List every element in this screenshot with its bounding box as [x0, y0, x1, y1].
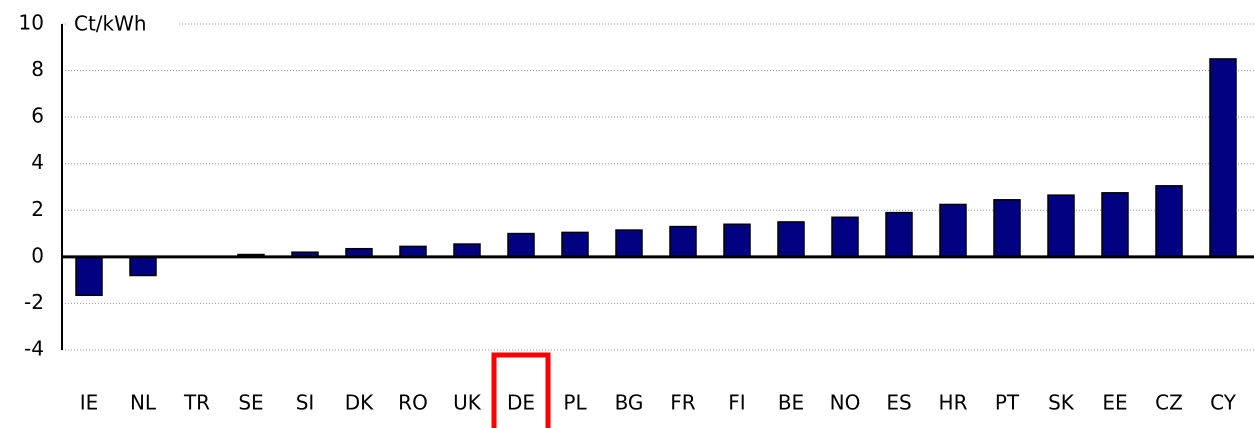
bar: [507, 232, 535, 258]
x-tick-label: RO: [398, 391, 428, 415]
bar: [669, 225, 697, 258]
y-tick-label: 2: [31, 197, 44, 221]
bar: [129, 256, 157, 277]
bar: [885, 211, 913, 258]
y-tick-label: -2: [24, 290, 44, 314]
bar: [1101, 192, 1129, 258]
y-tick-label: 6: [31, 104, 44, 128]
bar: [615, 229, 643, 258]
x-tick-label: HR: [939, 391, 968, 415]
x-tick-label: FI: [728, 391, 745, 415]
x-tick-label: UK: [453, 391, 482, 415]
y-tick-label: 0: [31, 243, 44, 267]
bar: [75, 256, 103, 297]
x-tick-label: PT: [995, 391, 1020, 415]
y-tick-label: -4: [24, 337, 44, 361]
x-tick-label: EE: [1102, 391, 1127, 415]
bar: [1209, 58, 1237, 258]
x-tick-label: TR: [183, 391, 210, 415]
x-tick-label: ES: [886, 391, 911, 415]
bar: [561, 231, 589, 258]
x-tick-label: DK: [345, 391, 374, 415]
bar: [723, 223, 751, 258]
x-tick-label: IE: [80, 391, 99, 415]
x-tick-label: SI: [296, 391, 315, 415]
bar: [939, 203, 967, 258]
bar: [1155, 185, 1183, 258]
x-tick-label: NO: [830, 391, 861, 415]
x-tick-label: FR: [670, 391, 696, 415]
x-tick-label: BG: [615, 391, 644, 415]
x-tick-label: CY: [1210, 391, 1237, 415]
x-tick-label: DE: [507, 391, 535, 415]
y-tick-label: 4: [31, 150, 44, 174]
grid-layer: [62, 23, 1254, 351]
x-tick-label: BE: [778, 391, 804, 415]
y-tick-label: 8: [31, 57, 44, 81]
bar: [453, 243, 481, 258]
highlight-box: [491, 352, 551, 428]
x-tick-label: PL: [563, 391, 587, 415]
bar: [1047, 194, 1075, 258]
label-bg: [68, 12, 178, 38]
bar: [399, 245, 427, 258]
x-tick-label: SK: [1048, 391, 1075, 415]
bar: [777, 221, 805, 258]
y-tick-label: 10: [19, 11, 44, 35]
bar: [831, 216, 859, 258]
x-tick-label: CZ: [1155, 391, 1183, 415]
x-tick-label: NL: [130, 391, 157, 415]
bar: [993, 199, 1021, 258]
x-tick-label: SE: [238, 391, 263, 415]
y-axis-label: Ct/kWh: [74, 12, 147, 36]
